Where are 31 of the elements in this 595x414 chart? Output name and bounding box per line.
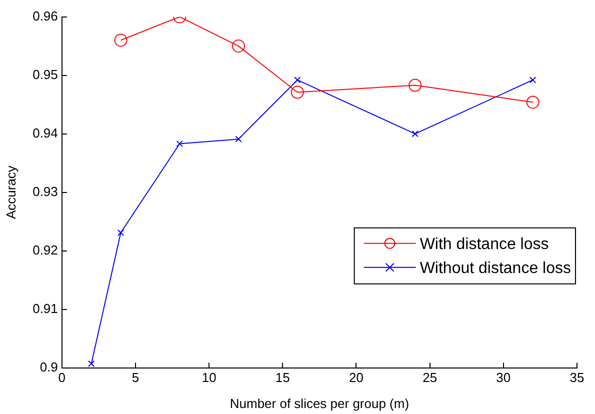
point [88,360,95,368]
x-tick-label: 15 [275,370,290,386]
point [412,130,418,138]
point [294,76,301,84]
y-tick-label: 0.94 [32,125,58,140]
y-tick-label: 0.96 [32,8,58,24]
point [526,96,540,109]
point [176,140,183,148]
legend-label: Without distance loss [420,260,572,277]
y-tick-label: 0.92 [32,242,58,258]
point [232,40,246,53]
point [290,86,304,99]
y-axis-title: Accuracy [3,165,18,220]
y-tick-label: 0.93 [32,184,58,199]
y-tick-label: 0.95 [32,66,58,82]
x-tick-label: 20 [349,370,364,386]
x-tick-label: 5 [132,370,140,386]
x-axis-title: Number of slices per group (m) [230,396,410,411]
point [408,78,422,92]
point [235,136,242,142]
x-tick-label: 25 [422,370,438,386]
point [114,34,128,47]
y-tick-label: 0.91 [32,300,58,316]
legend-label: With distance loss [420,236,549,253]
x-tick-label: 30 [496,370,511,386]
x-tick-label: 35 [570,370,584,386]
x-tick-label: 10 [202,370,216,386]
point [530,76,536,84]
y-tick-label: 0.9 [40,359,58,374]
x-tick-label: 0 [58,370,66,386]
point [117,229,124,236]
